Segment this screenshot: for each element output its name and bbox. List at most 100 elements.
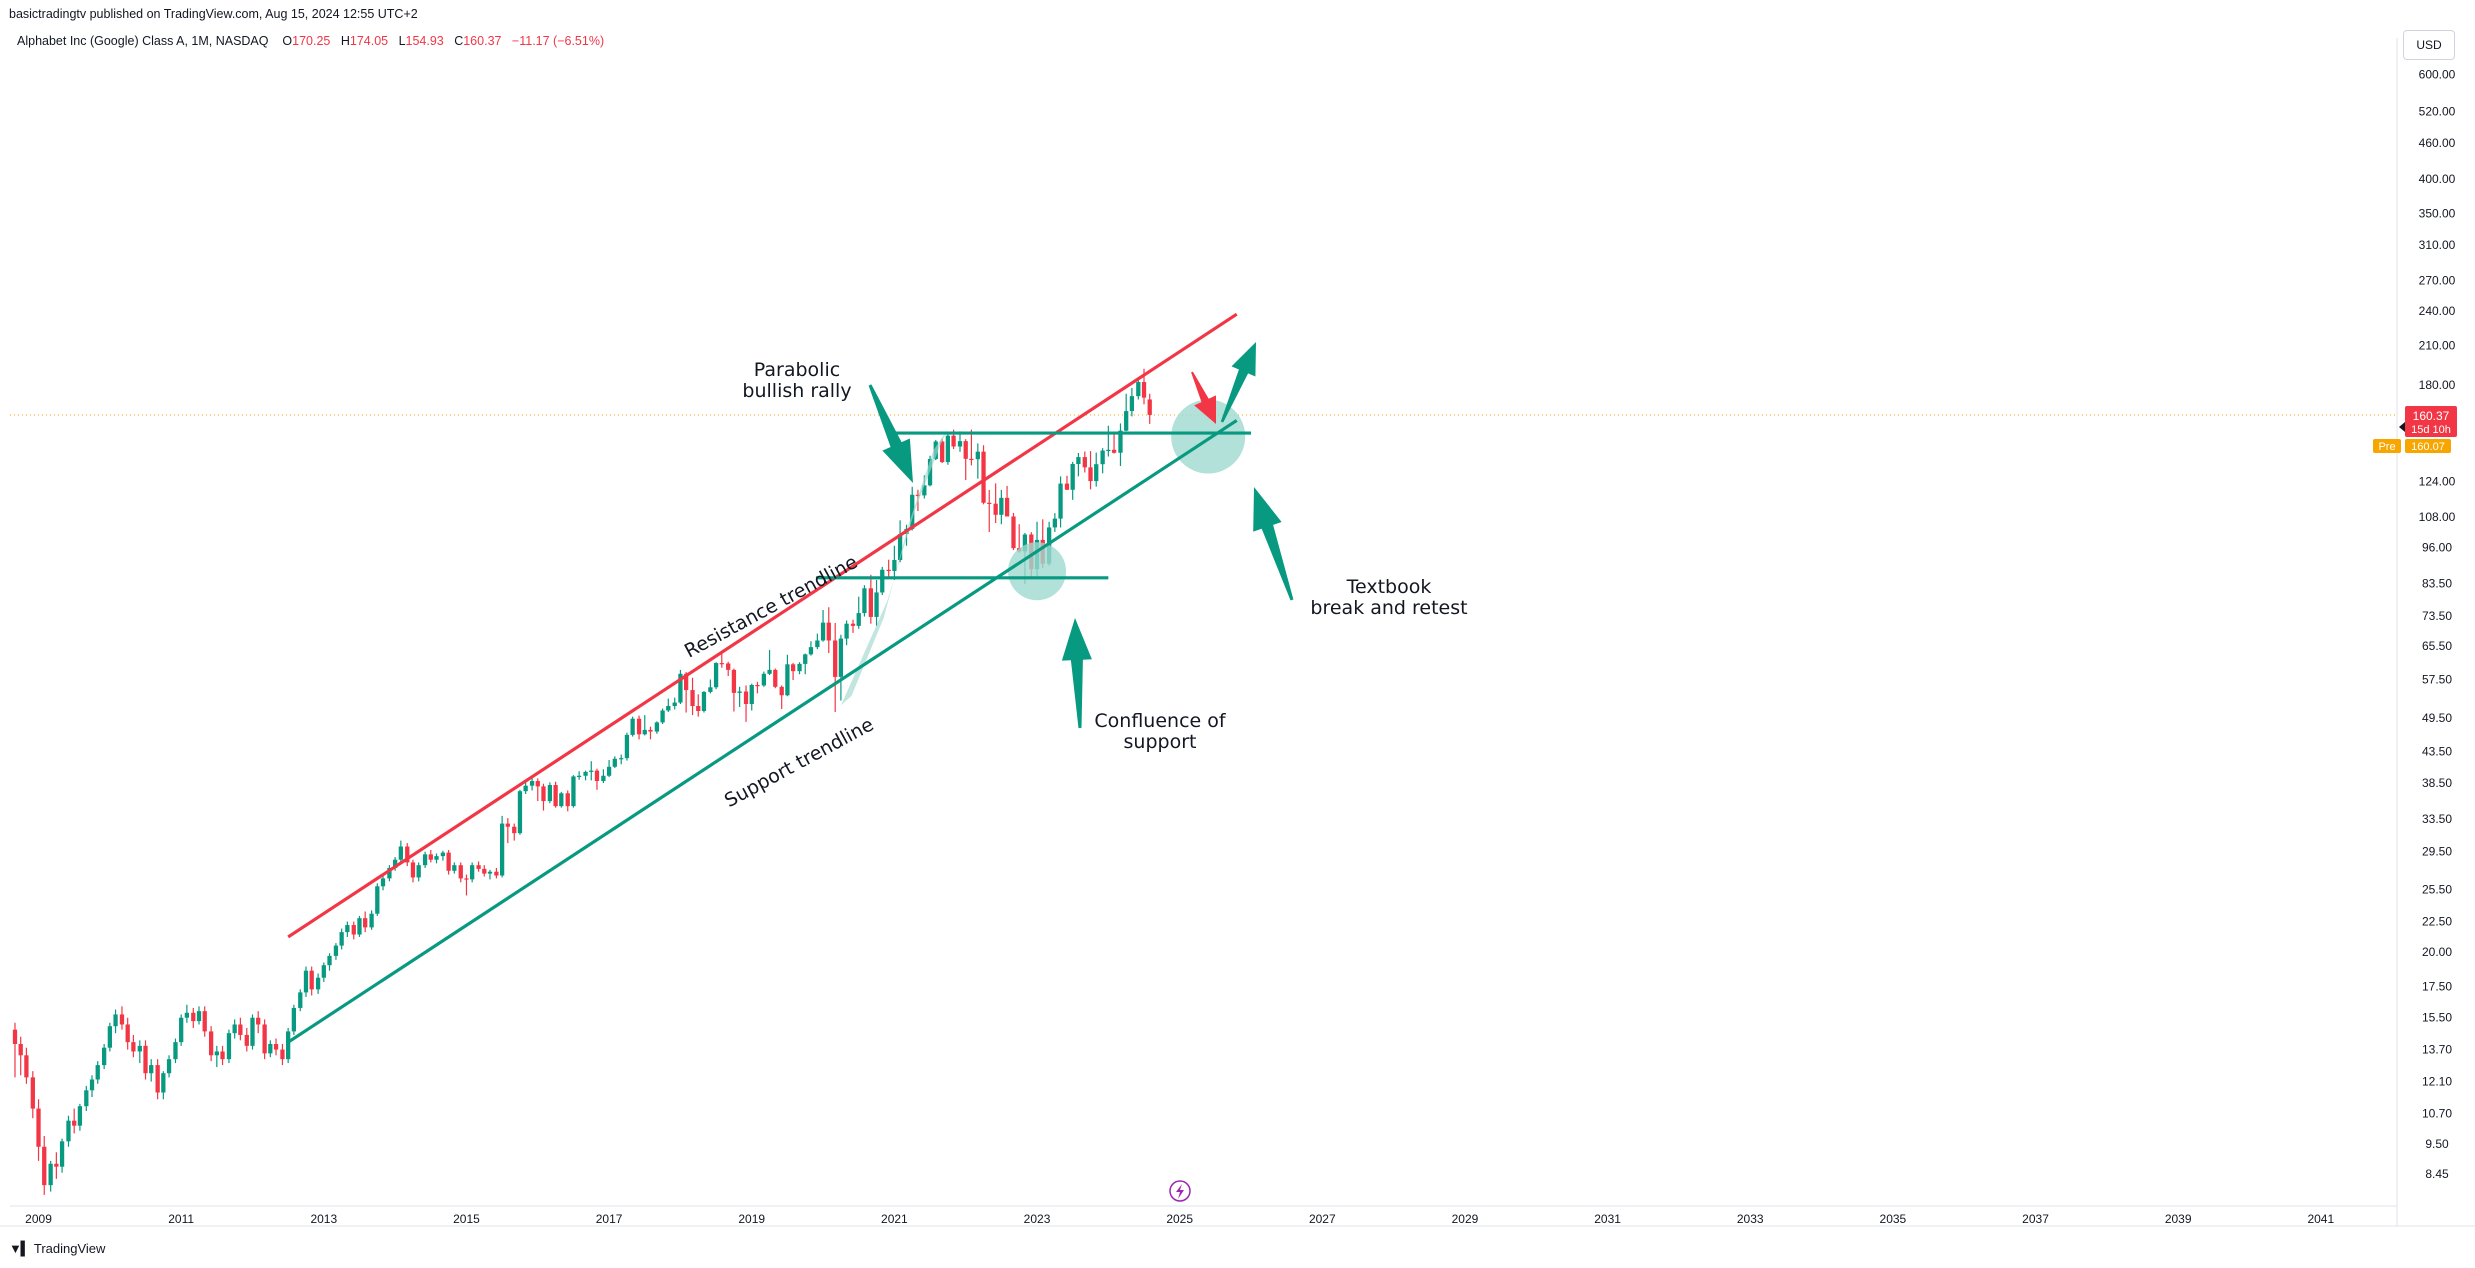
candle-body xyxy=(981,451,986,503)
symbol-title[interactable]: Alphabet Inc (Google) Class A, 1M, NASDA… xyxy=(17,34,269,48)
candle-body xyxy=(369,913,374,928)
candle xyxy=(95,1061,100,1084)
symbol-legend[interactable]: Alphabet Inc (Google) Class A, 1M, NASDA… xyxy=(17,34,604,48)
candle-body xyxy=(173,1042,178,1060)
parabolic-arrow xyxy=(868,384,913,483)
candle-body xyxy=(696,705,701,712)
candle-body xyxy=(779,686,784,696)
candle xyxy=(850,619,856,633)
candle-body xyxy=(89,1079,95,1091)
price-tick-label: 65.50 xyxy=(2422,639,2452,653)
price-tick-label: 73.50 xyxy=(2422,609,2452,623)
candle-body xyxy=(892,559,897,571)
candle xyxy=(1129,387,1135,417)
candle-body xyxy=(927,459,933,486)
candle xyxy=(874,579,879,626)
candle xyxy=(999,489,1004,525)
candle xyxy=(440,850,446,861)
candle xyxy=(1106,425,1111,457)
candle-body xyxy=(654,722,660,732)
candle xyxy=(30,1071,35,1119)
candle-body xyxy=(440,852,446,857)
candle-body xyxy=(969,458,974,461)
price-tick-label: 49.50 xyxy=(2422,711,2452,725)
time-axis[interactable]: 2009 2011 2013 2015 2017 2019 2021 2023 2025 2027… xyxy=(25,1212,2334,1226)
candle xyxy=(993,483,998,523)
candle-body xyxy=(422,854,428,866)
candle-body xyxy=(303,970,309,993)
price-tick-label: 96.00 xyxy=(2422,540,2452,554)
price-tick-label: 180.00 xyxy=(2419,378,2456,392)
candle xyxy=(321,962,326,983)
candle-body xyxy=(833,640,838,677)
candle-body xyxy=(1111,449,1117,453)
candle-body xyxy=(410,862,416,878)
price-tick-label: 270.00 xyxy=(2419,274,2456,288)
candle xyxy=(897,520,903,563)
candle xyxy=(363,911,368,933)
candle xyxy=(66,1115,71,1147)
pullback-arrow xyxy=(1191,371,1216,424)
candle-body xyxy=(1094,464,1099,482)
candle-body xyxy=(1124,411,1129,431)
candle xyxy=(1124,393,1129,432)
time-tick-label: 2009 xyxy=(25,1212,52,1226)
candle-body xyxy=(678,673,683,703)
time-tick-label: 2035 xyxy=(1880,1212,1907,1226)
candle xyxy=(957,431,963,452)
candle xyxy=(54,1152,59,1179)
price-tick-label: 240.00 xyxy=(2419,304,2456,318)
candle xyxy=(107,1022,112,1052)
time-tick-label: 2037 xyxy=(2022,1212,2049,1226)
candle xyxy=(868,574,873,624)
retest-circle xyxy=(1171,399,1246,474)
misc-marks xyxy=(1169,1180,1191,1202)
candle xyxy=(553,781,558,808)
footer-brand[interactable]: ▼▍ TradingView xyxy=(9,1241,105,1257)
time-tick-label: 2017 xyxy=(596,1212,623,1226)
high-value: 174.05 xyxy=(349,34,389,48)
close-value: 160.37 xyxy=(463,34,502,48)
candle xyxy=(303,966,309,997)
candle-body xyxy=(1064,483,1070,490)
candle-body xyxy=(387,867,392,879)
candle-body xyxy=(351,925,356,935)
candle xyxy=(250,1014,255,1050)
candle-body xyxy=(54,1163,59,1167)
candle xyxy=(208,1026,214,1062)
change-value: −11.17 (−6.51%) xyxy=(511,34,605,48)
price-tick-label: 13.70 xyxy=(2422,1043,2452,1057)
candle-body xyxy=(1147,399,1152,415)
candle xyxy=(345,921,350,937)
candle xyxy=(36,1099,41,1161)
candle xyxy=(102,1043,107,1070)
candle xyxy=(1100,448,1105,474)
support-trendline xyxy=(287,419,1238,1044)
candle xyxy=(89,1075,95,1097)
price-tick-label: 520.00 xyxy=(2419,105,2456,119)
candle-body xyxy=(523,785,528,792)
candle-body xyxy=(731,669,737,693)
candle xyxy=(238,1017,243,1041)
currency-button[interactable]: USD xyxy=(2403,30,2455,60)
candle-body xyxy=(559,793,564,807)
candle xyxy=(458,862,463,883)
candle xyxy=(743,685,749,722)
price-tick-label: 20.00 xyxy=(2422,945,2452,959)
price-tick-label: 8.45 xyxy=(2425,1167,2449,1181)
candle xyxy=(202,1006,207,1037)
candle-body xyxy=(737,691,742,693)
last-price-pointer-icon xyxy=(2399,421,2405,432)
candle-body xyxy=(844,623,849,639)
price-axis[interactable]: 8.45 9.50 10.70 12.10 13.70 15.50 17.50 20.00 22… xyxy=(2419,68,2456,1182)
candle-body xyxy=(648,729,653,732)
candle-body xyxy=(250,1017,255,1046)
support-label: Support trendline xyxy=(721,713,877,812)
candle-body xyxy=(59,1141,65,1167)
candle xyxy=(1052,513,1057,532)
candle-body xyxy=(375,886,380,914)
candle xyxy=(405,843,410,867)
candle-body xyxy=(95,1065,100,1080)
candle xyxy=(945,433,951,465)
